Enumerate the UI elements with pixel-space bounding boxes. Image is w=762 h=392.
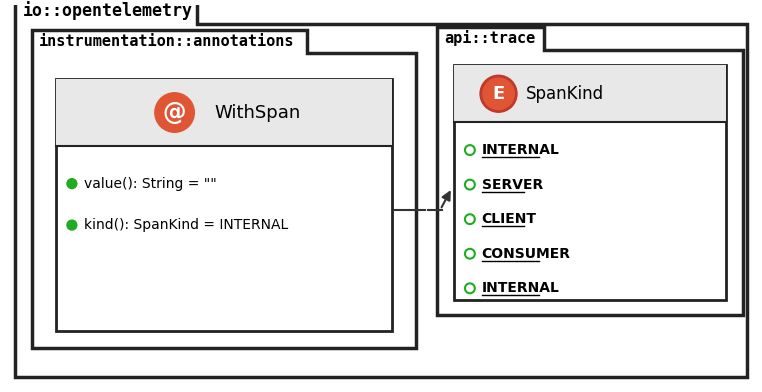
Text: E: E <box>492 85 504 103</box>
Text: CONSUMER: CONSUMER <box>482 247 571 261</box>
FancyBboxPatch shape <box>56 79 392 331</box>
FancyBboxPatch shape <box>454 65 725 122</box>
Text: WithSpan: WithSpan <box>214 103 300 122</box>
Text: kind(): SpanKind = INTERNAL: kind(): SpanKind = INTERNAL <box>84 218 288 232</box>
Circle shape <box>155 93 194 132</box>
Polygon shape <box>437 27 744 315</box>
Text: instrumentation::annotations: instrumentation::annotations <box>40 34 295 49</box>
Circle shape <box>67 220 77 230</box>
Polygon shape <box>14 0 748 377</box>
Text: io::opentelemetry: io::opentelemetry <box>23 1 193 20</box>
Text: api::trace: api::trace <box>444 31 536 46</box>
Text: INTERNAL: INTERNAL <box>482 143 559 157</box>
Circle shape <box>481 76 517 112</box>
Text: value(): String = "": value(): String = "" <box>84 177 216 191</box>
FancyBboxPatch shape <box>56 79 392 146</box>
Text: SpanKind: SpanKind <box>527 85 604 103</box>
Text: @: @ <box>163 100 187 125</box>
Text: SERVER: SERVER <box>482 178 543 192</box>
Text: INTERNAL: INTERNAL <box>482 281 559 295</box>
Circle shape <box>67 179 77 189</box>
Polygon shape <box>33 29 415 348</box>
Text: CLIENT: CLIENT <box>482 212 536 226</box>
FancyBboxPatch shape <box>454 65 725 300</box>
